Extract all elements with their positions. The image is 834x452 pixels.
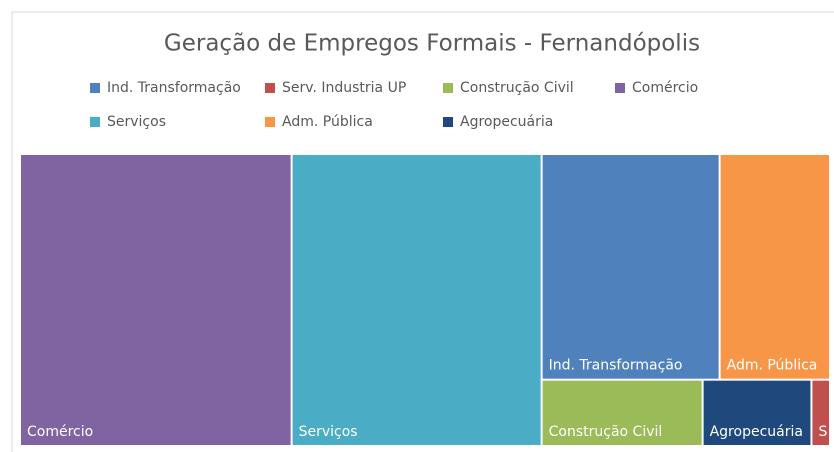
tile-label: Comércio: [27, 424, 93, 440]
treemap-tile: [720, 155, 829, 379]
treemap-tile: [21, 155, 291, 445]
legend-swatch: [90, 117, 100, 127]
legend-label: Serv. Industria UP: [282, 80, 406, 96]
tile-label: Serviços: [299, 424, 358, 440]
treemap-tile: [812, 380, 829, 445]
legend-swatch: [265, 117, 275, 127]
legend-label: Comércio: [632, 80, 698, 96]
legend-swatch: [265, 83, 275, 93]
legend-swatch: [443, 83, 453, 93]
legend-swatch: [90, 83, 100, 93]
legend-label: Agropecuária: [460, 114, 553, 130]
legend-label: Adm. Pública: [282, 114, 373, 130]
legend-label: Ind. Transformação: [107, 80, 241, 96]
treemap-tile: [542, 155, 719, 379]
treemap-tile: [542, 380, 702, 445]
legend-swatch: [443, 117, 453, 127]
tile-label: Adm. Pública: [727, 358, 818, 374]
tile-label: Agropecuária: [710, 424, 803, 440]
legend-swatch: [615, 83, 625, 93]
chart-title: Geração de Empregos Formais - Fernandópo…: [164, 31, 700, 57]
legend-label: Serviços: [107, 114, 166, 130]
tile-label: Ind. Transformação: [549, 358, 683, 374]
legend-label: Construção Civil: [460, 80, 574, 96]
chart-frame: [11, 11, 834, 452]
tile-label: Construção Civil: [549, 424, 663, 440]
tile-label: Serv. Industria UP: [818, 424, 834, 440]
treemap-tile: [292, 155, 541, 445]
treemap-tile: [703, 380, 811, 445]
